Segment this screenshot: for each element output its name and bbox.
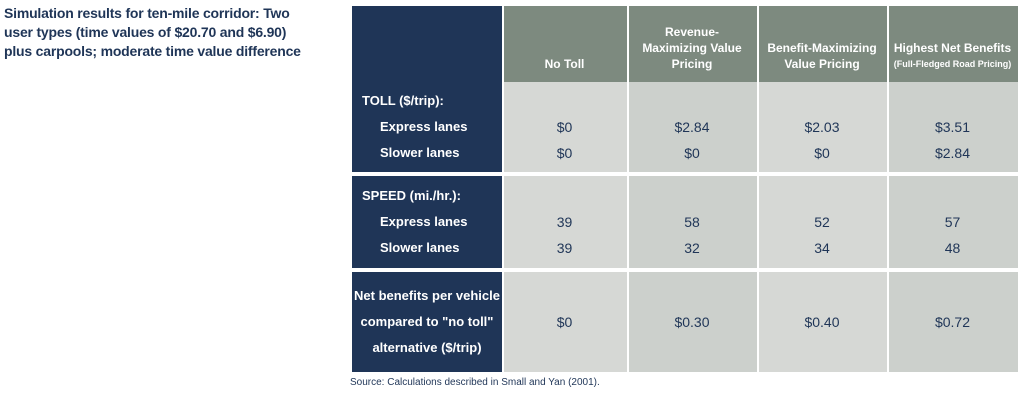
toll-revenue-maximizing: $2.84 $0	[627, 82, 757, 172]
speed-revenue-maximizing: 58 32	[627, 176, 757, 268]
speed-highest-net: 57 48	[887, 176, 1018, 268]
header-revenue-maximizing: Revenue-Maximizing Value Pricing	[627, 6, 757, 82]
column-separator	[887, 6, 889, 372]
source-note: Source: Calculations described in Small …	[350, 377, 600, 388]
speed-title: SPEED (mi./hr.):	[362, 188, 461, 203]
column-separator	[502, 6, 504, 372]
net-title-line2: compared to "no toll"	[360, 314, 494, 329]
toll-express-label: Express lanes	[380, 119, 468, 134]
speed-express-label: Express lanes	[380, 214, 468, 229]
speed-benefit-maximizing: 52 34	[757, 176, 887, 268]
net-title-line3: alternative ($/trip)	[372, 340, 482, 355]
header-highest-net-benefits: Highest Net Benefits (Full-Fledged Road P…	[887, 6, 1018, 82]
speed-slower-label: Slower lanes	[380, 240, 460, 255]
speed-label-block: SPEED (mi./hr.): Express lanes Slower la…	[352, 176, 502, 268]
header-benefit-maximizing: Benefit-Maximizing Value Pricing	[757, 6, 887, 82]
toll-slower-label: Slower lanes	[380, 145, 460, 160]
row-separator	[352, 172, 1018, 176]
toll-highest-net: $3.51 $2.84	[887, 82, 1018, 172]
speed-no-toll: 39 39	[502, 176, 627, 268]
toll-no-toll: $0 $0	[502, 82, 627, 172]
toll-benefit-maximizing: $2.03 $0	[757, 82, 887, 172]
row-separator	[352, 268, 1018, 272]
table-caption: Simulation results for ten-mile corridor…	[4, 5, 301, 59]
net-benefits-label-block: Net benefits per vehicle compared to "no…	[352, 272, 502, 372]
results-table: No Toll Revenue-Maximizing Value Pricing…	[350, 4, 1020, 374]
net-highest-net: $0.72	[887, 272, 1018, 372]
net-revenue-maximizing: $0.30	[627, 272, 757, 372]
toll-title: TOLL ($/trip):	[362, 93, 444, 108]
column-separator	[627, 6, 629, 372]
column-separator	[757, 6, 759, 372]
net-benefit-maximizing: $0.40	[757, 272, 887, 372]
header-corner	[352, 6, 502, 82]
header-no-toll: No Toll	[502, 6, 627, 82]
net-title-line1: Net benefits per vehicle	[354, 288, 500, 303]
toll-label-block: TOLL ($/trip): Express lanes Slower lane…	[352, 82, 502, 172]
net-no-toll: $0	[502, 272, 627, 372]
